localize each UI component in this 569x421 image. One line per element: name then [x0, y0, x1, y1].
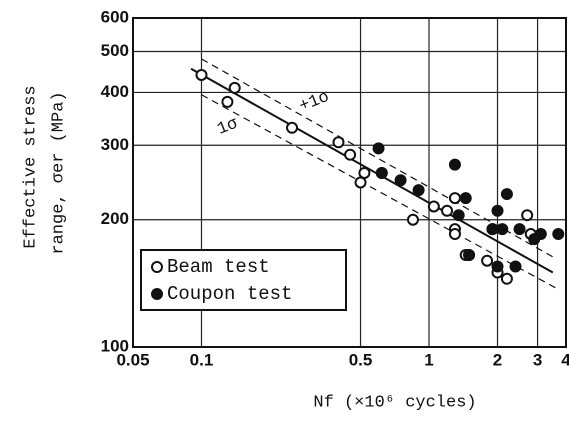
data-point	[448, 228, 461, 241]
data-point	[521, 209, 534, 222]
data-point	[195, 68, 208, 81]
x-tick-label: 4	[561, 350, 569, 369]
data-point	[513, 223, 526, 236]
data-point	[459, 192, 472, 205]
legend-label: Beam test	[167, 256, 270, 278]
data-point	[491, 204, 504, 217]
x-tick-label: 0.5	[349, 350, 373, 369]
data-point	[500, 272, 513, 285]
data-point	[358, 166, 371, 179]
x-tick-label: 0.05	[116, 350, 149, 369]
data-point	[394, 174, 407, 187]
y-tick-label: 200	[101, 209, 129, 228]
data-point	[448, 158, 461, 171]
data-point	[463, 249, 476, 262]
legend-marker	[151, 261, 163, 273]
data-point	[372, 142, 385, 155]
x-tick-label: 0.1	[190, 350, 214, 369]
data-point	[332, 136, 345, 149]
data-point	[412, 184, 425, 197]
data-point	[354, 176, 367, 189]
legend-box	[140, 249, 347, 311]
y-axis-label: range, σer (MPa)	[49, 91, 68, 254]
y-tick-label: 300	[101, 135, 129, 154]
y-axis-label: Effective stress	[21, 85, 40, 248]
data-point	[500, 188, 513, 201]
y-tick-label: 500	[101, 41, 129, 60]
data-point	[228, 81, 241, 94]
data-point	[509, 260, 522, 273]
data-point	[448, 192, 461, 205]
legend-marker	[151, 288, 163, 300]
annotation: +1σ	[297, 87, 333, 116]
data-point	[481, 254, 494, 267]
data-point	[406, 213, 419, 226]
data-point	[221, 95, 234, 108]
y-tick-label: 100	[101, 336, 129, 355]
x-tick-label: 3	[533, 350, 542, 369]
data-point	[496, 223, 509, 236]
data-point	[486, 223, 499, 236]
x-tick-label: 1	[424, 350, 433, 369]
fit-line	[201, 94, 556, 289]
annotation: 1σ	[215, 114, 242, 140]
plot-frame	[132, 17, 567, 348]
data-point	[491, 260, 504, 273]
y-tick-label: 400	[101, 82, 129, 101]
x-axis-label: Nf (×10⁶ cycles)	[313, 393, 476, 412]
data-point	[452, 209, 465, 222]
data-point	[534, 228, 547, 241]
data-point	[441, 204, 454, 217]
legend-label: Coupon test	[167, 283, 292, 305]
data-point	[375, 166, 388, 179]
fit-line	[190, 67, 554, 274]
data-point	[552, 228, 565, 241]
x-tick-label: 2	[493, 350, 502, 369]
data-point	[344, 148, 357, 161]
y-tick-label: 600	[101, 7, 129, 26]
data-point	[427, 200, 440, 213]
data-point	[286, 121, 299, 134]
